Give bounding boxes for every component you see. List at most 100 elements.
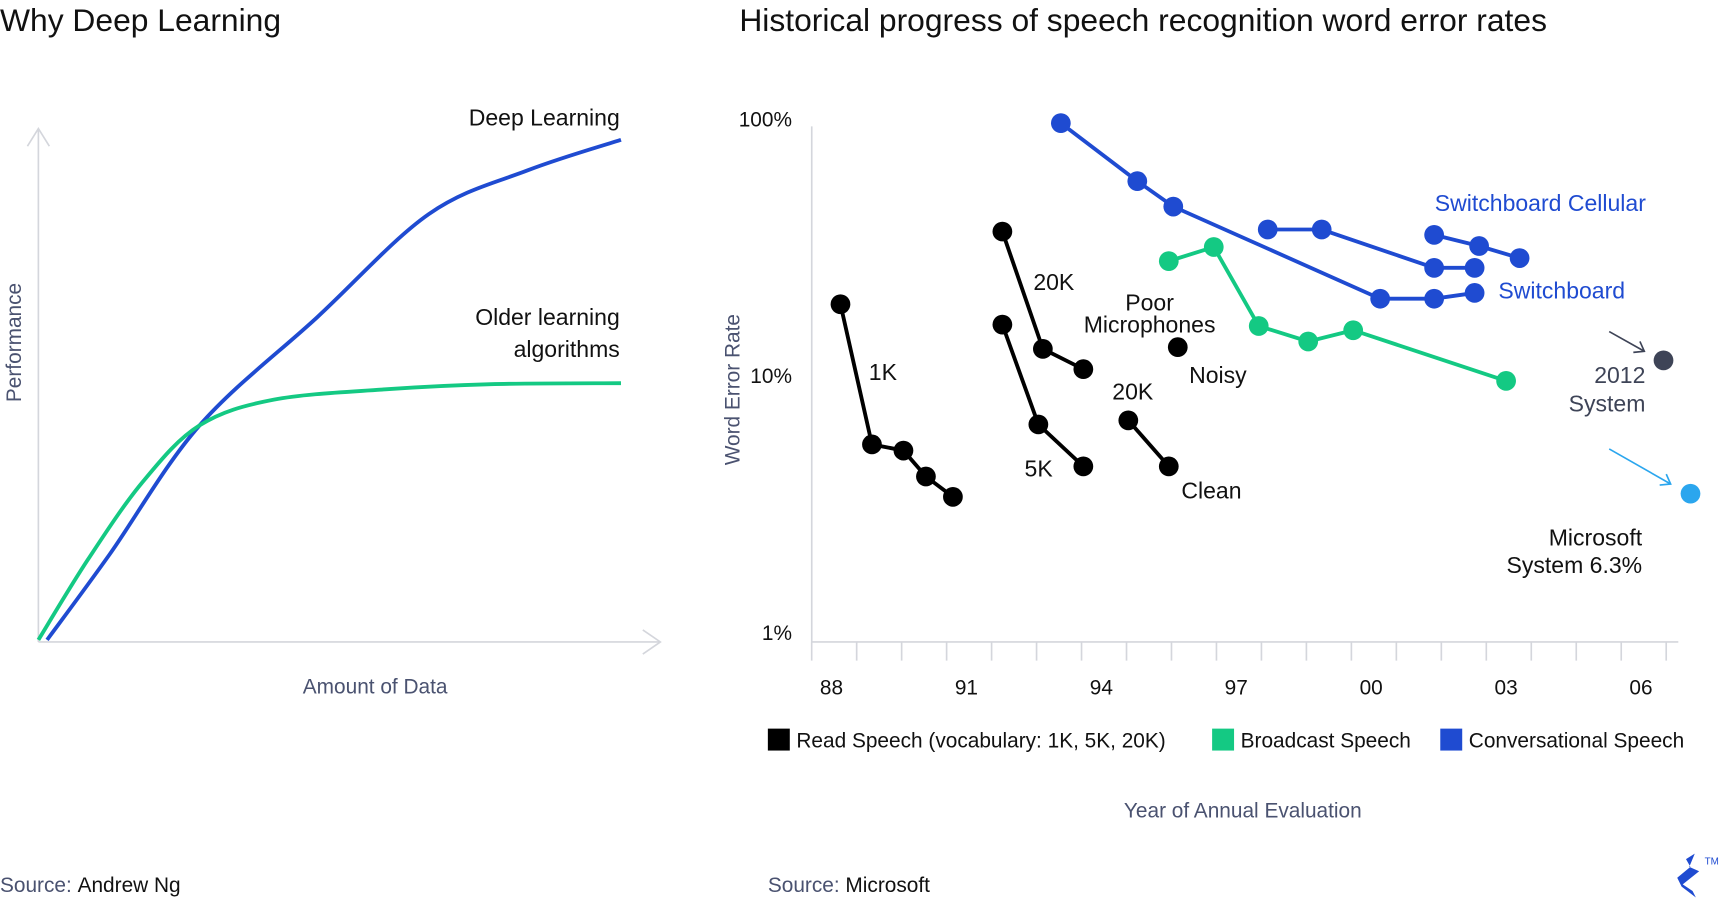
x-tick-label: 97 <box>1225 677 1248 700</box>
older-learning-label-line-2: algorithms <box>514 336 620 362</box>
broadcast-data-point <box>1158 251 1179 271</box>
read-data-point <box>1028 414 1049 435</box>
x-tick-label: 03 <box>1495 677 1518 700</box>
label-2012: 2012 <box>1594 362 1645 388</box>
read-data-point <box>830 294 851 315</box>
y-tick-label: 100% <box>739 108 792 131</box>
conversational-data-point <box>1370 288 1391 309</box>
source-name: Microsoft <box>845 874 930 897</box>
right-axes: 88 91 94 97 00 03 06 100% 10% 1% <box>739 108 1679 700</box>
left-y-label: Performance <box>3 283 26 402</box>
right-y-label: Word Error Rate <box>721 314 744 465</box>
legend: Read Speech (vocabulary: 1K, 5K, 20K) Bro… <box>767 728 1684 752</box>
right-chart-title: Historical progress of speech recognitio… <box>739 2 1547 38</box>
older-learning-label-line-1: Older learning <box>475 304 620 330</box>
x-tick-label: 88 <box>820 677 843 700</box>
broadcast-data-point <box>1298 331 1319 352</box>
label-clean-20k: 20K <box>1112 379 1154 405</box>
toptal-logo-icon: TM <box>1677 853 1719 898</box>
conversational-data-point <box>1464 257 1485 278</box>
read-series-line <box>1126 419 1171 468</box>
deep-learning-label: Deep Learning <box>469 104 620 130</box>
conversational-series-line <box>1059 121 1475 301</box>
left-series <box>36 137 622 642</box>
read-series-line <box>838 303 955 499</box>
legend-label: Read Speech (vocabulary: 1K, 5K, 20K) <box>796 729 1165 752</box>
older-learning-curve <box>36 381 621 641</box>
broadcast-data-point <box>1343 320 1364 341</box>
label-switchboard: Switchboard <box>1498 278 1625 304</box>
x-tick-label: 94 <box>1090 677 1113 700</box>
read-data-point <box>1158 456 1179 477</box>
right-series <box>830 113 1701 507</box>
label-switchboard-cellular: Switchboard Cellular <box>1435 190 1646 216</box>
broadcast-data-point <box>1248 316 1269 336</box>
label-clean: Clean <box>1181 477 1241 503</box>
right-source: Source: Microsoft <box>768 874 930 897</box>
left-source: Source: Andrew Ng <box>0 874 181 897</box>
y-tick-label: 10% <box>750 365 792 388</box>
conversational-series-line <box>1267 227 1475 270</box>
conversational-data-point <box>1311 219 1332 240</box>
read-data-point <box>943 486 963 507</box>
arrow-2012-icon <box>1608 330 1646 354</box>
label-noisy: Noisy <box>1189 362 1247 388</box>
read-data-point <box>1118 410 1139 431</box>
conversational-data-point <box>1509 248 1530 268</box>
source-prefix: Source: <box>768 874 840 897</box>
conversational-data-point <box>1257 219 1278 240</box>
conversational-data-point <box>1050 113 1071 133</box>
arrow-microsoft-icon <box>1608 448 1672 486</box>
right-x-label: Year of Annual Evaluation <box>1124 799 1362 822</box>
read-data-point <box>992 221 1013 242</box>
conversational-data-point <box>1424 257 1445 278</box>
conversational-data-point <box>1424 288 1445 309</box>
read-data-point <box>992 314 1013 335</box>
conversational-data-point <box>1163 196 1184 217</box>
x-tick-label: 91 <box>955 677 978 700</box>
label-1k: 1K <box>869 359 898 385</box>
source-name: Andrew Ng <box>78 874 181 897</box>
legend-label: Broadcast Speech <box>1241 729 1411 752</box>
read-data-point <box>893 440 914 461</box>
conversational-data-point <box>1424 224 1445 245</box>
left-chart-title: Why Deep Learning <box>0 2 281 38</box>
left-axes <box>26 127 662 655</box>
read-data-point <box>1073 359 1094 380</box>
legend-swatch <box>767 728 790 751</box>
conversational-data-point <box>1464 283 1485 303</box>
y-tick-label: 1% <box>762 622 792 645</box>
label-5k: 5K <box>1025 455 1054 481</box>
trademark: TM <box>1705 857 1719 868</box>
read-data-point <box>1032 338 1053 359</box>
read-data-point <box>1073 456 1094 477</box>
annotation-data-point <box>1680 483 1701 504</box>
label-microsoft: Microsoft <box>1549 524 1643 550</box>
x-tick-label: 00 <box>1360 677 1383 700</box>
source-prefix: Source: <box>0 874 72 897</box>
legend-swatch <box>1440 728 1463 751</box>
broadcast-data-point <box>1496 371 1516 391</box>
x-tick-label: 06 <box>1629 677 1652 700</box>
broadcast-data-point <box>1203 237 1224 257</box>
annotations: 1K 5K 20K 20K Clean Poor Microphones Noi… <box>869 190 1672 578</box>
read-data-point <box>916 466 936 487</box>
legend-label: Conversational Speech <box>1469 729 1684 752</box>
label-2012-system: System <box>1569 391 1646 417</box>
left-x-label: Amount of Data <box>303 676 448 699</box>
read-data-point <box>1167 337 1188 358</box>
label-20k: 20K <box>1033 269 1075 295</box>
label-microsoft-system: System 6.3% <box>1507 552 1643 578</box>
annotation-data-point <box>1653 350 1674 371</box>
older-learning-label: Older learning algorithms <box>475 304 620 362</box>
x-axis-arrow-icon <box>642 629 662 655</box>
deep-learning-curve <box>45 137 622 642</box>
label-microphones: Microphones <box>1084 312 1216 338</box>
legend-swatch <box>1212 728 1235 751</box>
y-axis-arrow-icon <box>26 127 51 147</box>
conversational-data-point <box>1127 171 1148 192</box>
label-poor: Poor <box>1125 290 1174 316</box>
read-data-point <box>862 434 882 455</box>
conversational-data-point <box>1469 236 1489 256</box>
